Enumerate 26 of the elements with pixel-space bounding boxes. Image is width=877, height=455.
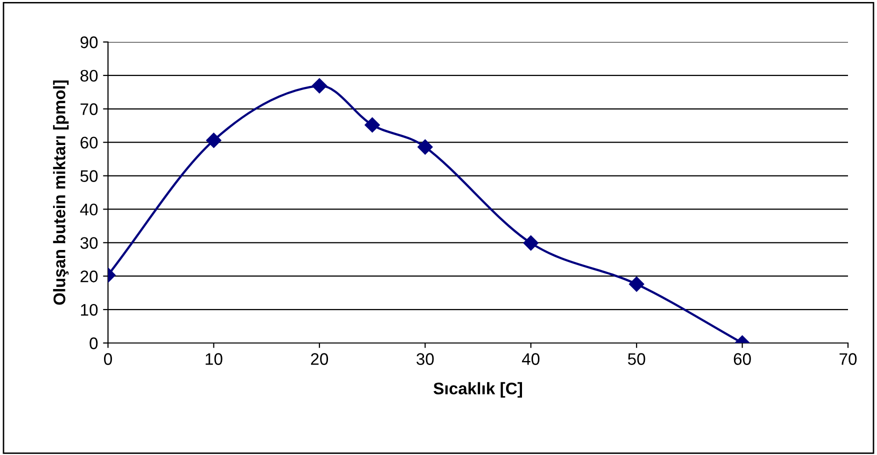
- y-tick-label: 0: [90, 337, 98, 350]
- point: [206, 132, 222, 148]
- y-tick-label: 90: [80, 36, 98, 48]
- point: [364, 117, 380, 133]
- y-tick-label: 30: [80, 237, 98, 249]
- y-tick-label: 50: [80, 170, 98, 182]
- point: [629, 276, 644, 292]
- x-tick-label: 0: [104, 353, 112, 365]
- x-tick-label: 30: [416, 353, 434, 365]
- y-tick-label: 60: [80, 136, 98, 149]
- point: [312, 78, 327, 94]
- x-tick-label: 70: [840, 353, 857, 365]
- x-axis-title: Sıcaklık [C]: [434, 382, 522, 398]
- y-tick-label: 40: [80, 204, 98, 216]
- y-tick-label: 70: [80, 103, 98, 116]
- y-tick-label: 20: [80, 270, 98, 282]
- x-tick-label: 40: [522, 353, 540, 365]
- x-tick-label: 50: [628, 353, 646, 365]
- point: [418, 139, 433, 155]
- y-tick-label: 80: [80, 70, 98, 82]
- y-axis-title: Oluşan butein miktarı [pmol]: [53, 80, 69, 305]
- x-tick-label: 20: [311, 353, 328, 365]
- x-tick-label: 60: [734, 353, 751, 365]
- y-tick-label: 10: [81, 304, 98, 316]
- point: [523, 235, 538, 251]
- x-tick-label: 10: [206, 353, 222, 365]
